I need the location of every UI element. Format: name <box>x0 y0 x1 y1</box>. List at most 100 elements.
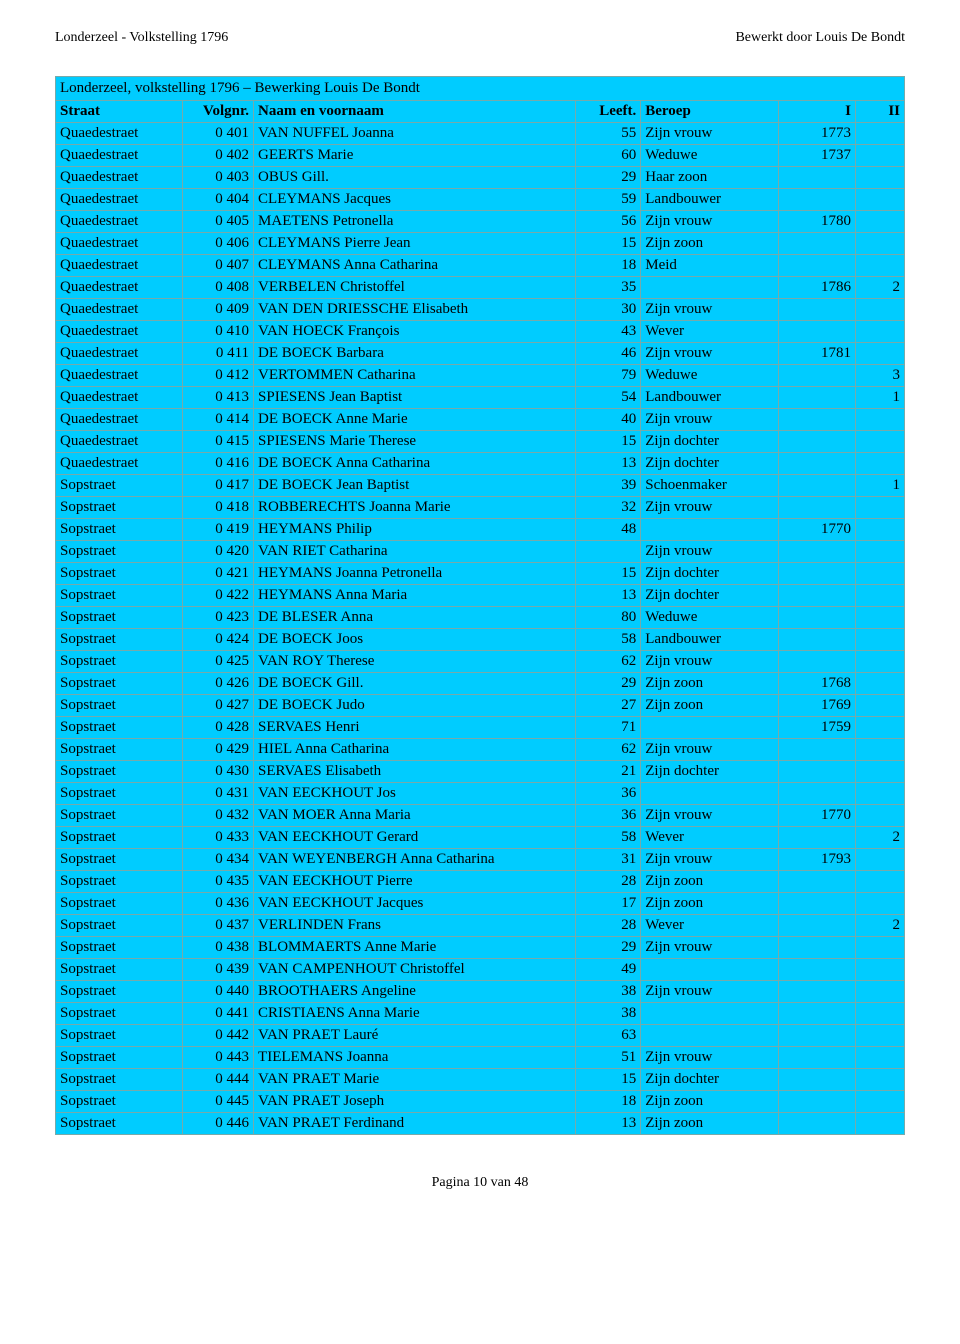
cell-beroep: Zijn dochter <box>641 453 779 475</box>
cell-beroep: Zijn dochter <box>641 585 779 607</box>
cell-ii <box>855 585 904 607</box>
cell-i: 1770 <box>779 805 856 827</box>
cell-beroep: Zijn vrouw <box>641 299 779 321</box>
cell-volgnr: 0 401 <box>182 123 253 145</box>
cell-ii <box>855 189 904 211</box>
cell-beroep: Zijn vrouw <box>641 849 779 871</box>
cell-ii <box>855 1003 904 1025</box>
cell-ii <box>855 299 904 321</box>
cell-beroep: Meid <box>641 255 779 277</box>
cell-straat: Sopstraet <box>56 1025 183 1047</box>
cell-leeft <box>575 541 641 563</box>
cell-leeft: 13 <box>575 1113 641 1135</box>
cell-ii: 2 <box>855 915 904 937</box>
cell-ii <box>855 211 904 233</box>
table-row: Quaedestraet0 408VERBELEN Christoffel351… <box>56 277 905 299</box>
cell-naam: VAN RIET Catharina <box>254 541 576 563</box>
cell-i <box>779 453 856 475</box>
cell-i <box>779 189 856 211</box>
cell-leeft: 35 <box>575 277 641 299</box>
cell-beroep: Weduwe <box>641 365 779 387</box>
table-row: Quaedestraet0 411DE BOECK Barbara46Zijn … <box>56 343 905 365</box>
cell-naam: HEYMANS Joanna Petronella <box>254 563 576 585</box>
table-row: Sopstraet0 431VAN EECKHOUT Jos36 <box>56 783 905 805</box>
cell-beroep: Zijn zoon <box>641 673 779 695</box>
cell-leeft: 62 <box>575 739 641 761</box>
cell-straat: Sopstraet <box>56 937 183 959</box>
cell-beroep: Zijn zoon <box>641 871 779 893</box>
cell-straat: Quaedestraet <box>56 211 183 233</box>
cell-i <box>779 541 856 563</box>
cell-volgnr: 0 444 <box>182 1069 253 1091</box>
cell-i <box>779 431 856 453</box>
cell-naam: VAN NUFFEL Joanna <box>254 123 576 145</box>
cell-straat: Quaedestraet <box>56 145 183 167</box>
cell-volgnr: 0 437 <box>182 915 253 937</box>
cell-leeft: 49 <box>575 959 641 981</box>
header-left: Londerzeel - Volkstelling 1796 <box>55 30 228 46</box>
cell-volgnr: 0 438 <box>182 937 253 959</box>
cell-straat: Sopstraet <box>56 783 183 805</box>
cell-naam: CLEYMANS Jacques <box>254 189 576 211</box>
cell-leeft: 51 <box>575 1047 641 1069</box>
cell-naam: VAN DEN DRIESSCHE Elisabeth <box>254 299 576 321</box>
cell-ii <box>855 849 904 871</box>
cell-naam: BROOTHAERS Angeline <box>254 981 576 1003</box>
cell-leeft: 38 <box>575 981 641 1003</box>
cell-volgnr: 0 404 <box>182 189 253 211</box>
cell-leeft: 32 <box>575 497 641 519</box>
cell-volgnr: 0 418 <box>182 497 253 519</box>
cell-straat: Sopstraet <box>56 497 183 519</box>
section-title: Londerzeel, volkstelling 1796 – Bewerkin… <box>55 76 905 100</box>
table-row: Sopstraet0 421HEYMANS Joanna Petronella1… <box>56 563 905 585</box>
cell-i <box>779 497 856 519</box>
cell-straat: Sopstraet <box>56 1003 183 1025</box>
cell-ii <box>855 343 904 365</box>
cell-ii <box>855 321 904 343</box>
cell-leeft: 27 <box>575 695 641 717</box>
cell-straat: Quaedestraet <box>56 189 183 211</box>
cell-volgnr: 0 405 <box>182 211 253 233</box>
cell-ii <box>855 1091 904 1113</box>
cell-i <box>779 1047 856 1069</box>
cell-straat: Sopstraet <box>56 849 183 871</box>
cell-straat: Sopstraet <box>56 1047 183 1069</box>
cell-naam: VAN MOER Anna Maria <box>254 805 576 827</box>
cell-straat: Sopstraet <box>56 585 183 607</box>
cell-ii: 2 <box>855 277 904 299</box>
cell-ii: 3 <box>855 365 904 387</box>
table-row: Quaedestraet0 414DE BOECK Anne Marie40Zi… <box>56 409 905 431</box>
cell-naam: DE BOECK Barbara <box>254 343 576 365</box>
cell-ii <box>855 871 904 893</box>
table-row: Sopstraet0 436VAN EECKHOUT Jacques17Zijn… <box>56 893 905 915</box>
col-beroep: Beroep <box>641 101 779 123</box>
cell-beroep: Wever <box>641 915 779 937</box>
cell-i <box>779 563 856 585</box>
cell-volgnr: 0 402 <box>182 145 253 167</box>
cell-volgnr: 0 414 <box>182 409 253 431</box>
cell-ii <box>855 123 904 145</box>
cell-straat: Quaedestraet <box>56 321 183 343</box>
cell-beroep: Zijn dochter <box>641 431 779 453</box>
cell-naam: SPIESENS Marie Therese <box>254 431 576 453</box>
cell-beroep: Zijn vrouw <box>641 937 779 959</box>
cell-beroep <box>641 717 779 739</box>
cell-naam: DE BOECK Judo <box>254 695 576 717</box>
cell-leeft: 13 <box>575 585 641 607</box>
cell-ii: 2 <box>855 827 904 849</box>
cell-straat: Sopstraet <box>56 1113 183 1135</box>
cell-i <box>779 937 856 959</box>
cell-naam: VAN PRAET Marie <box>254 1069 576 1091</box>
cell-naam: VAN PRAET Joseph <box>254 1091 576 1113</box>
cell-naam: GEERTS Marie <box>254 145 576 167</box>
cell-volgnr: 0 436 <box>182 893 253 915</box>
cell-naam: VAN PRAET Ferdinand <box>254 1113 576 1135</box>
cell-volgnr: 0 430 <box>182 761 253 783</box>
cell-leeft: 21 <box>575 761 641 783</box>
table-row: Sopstraet0 443TIELEMANS Joanna51Zijn vro… <box>56 1047 905 1069</box>
cell-naam: HEYMANS Philip <box>254 519 576 541</box>
cell-leeft: 58 <box>575 827 641 849</box>
table-row: Sopstraet0 440BROOTHAERS Angeline38Zijn … <box>56 981 905 1003</box>
cell-i: 1737 <box>779 145 856 167</box>
cell-i <box>779 607 856 629</box>
